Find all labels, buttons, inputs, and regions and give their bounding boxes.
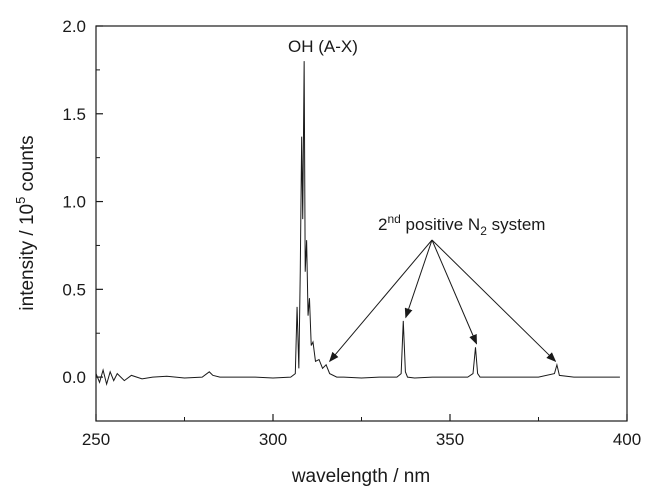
- x-axis-title: wavelength / nm: [291, 466, 430, 487]
- annotation-arrow: [328, 239, 433, 363]
- annotation-n2-sup: nd: [387, 212, 400, 226]
- x-tick-label: 250: [82, 430, 110, 449]
- y-axis-title: intensity / 105 counts: [13, 135, 38, 310]
- x-tick-label: 300: [259, 430, 287, 449]
- annotation-n2-sub: 2: [480, 224, 487, 238]
- spectrum-line: [95, 61, 620, 387]
- plot-frame: [95, 25, 628, 422]
- annotation-arrow: [431, 239, 478, 345]
- x-tick-label: 350: [436, 430, 464, 449]
- y-tick-label: 1.5: [62, 105, 86, 124]
- annotation-arrow: [404, 239, 433, 319]
- x-tick-label: 400: [613, 430, 641, 449]
- y-axis-title-sup: 5: [13, 197, 28, 204]
- annotation-n2-part-c: system: [487, 215, 546, 234]
- annotation-arrows: [328, 239, 557, 363]
- y-tick-label: 2.0: [62, 17, 86, 36]
- annotation-oh: OH (A-X): [288, 37, 358, 56]
- annotation-n2-part-b: positive N: [401, 215, 480, 234]
- y-tick-label: 0.5: [62, 280, 86, 299]
- annotation-n2-system: 2nd positive N2 system: [378, 212, 545, 238]
- y-tick-label: 0.0: [62, 368, 86, 387]
- y-axis-ticks: 0.0 0.5 1.0 1.5 2.0: [62, 17, 103, 422]
- annotation-n2-part-a: 2: [378, 215, 387, 234]
- y-axis-title-main: intensity / 10: [17, 204, 38, 311]
- y-tick-label: 1.0: [62, 193, 86, 212]
- y-axis-title-tail: counts: [17, 135, 38, 196]
- annotation-arrow: [431, 239, 557, 363]
- x-axis-ticks: 250 300 350 400: [82, 414, 641, 449]
